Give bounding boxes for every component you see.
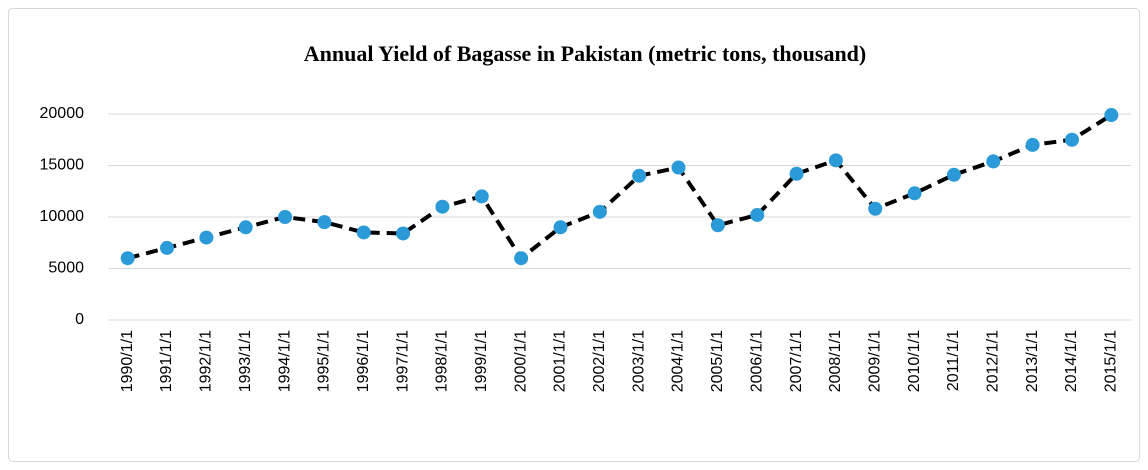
data-point xyxy=(632,168,647,183)
x-tick-label: 1990/1/1 xyxy=(119,330,136,392)
data-point xyxy=(907,186,922,201)
x-tick-label: 1991/1/1 xyxy=(158,330,175,392)
data-point xyxy=(396,226,411,241)
data-point xyxy=(278,210,293,224)
x-tick-label: 2002/1/1 xyxy=(591,330,608,392)
data-point xyxy=(238,220,253,235)
x-tick-label: 2014/1/1 xyxy=(1063,330,1080,392)
x-tick-label: 2010/1/1 xyxy=(906,330,923,392)
x-tick-label: 1997/1/1 xyxy=(394,330,411,392)
data-point xyxy=(986,154,1001,169)
data-point xyxy=(120,251,135,266)
chart-border xyxy=(8,8,1140,462)
x-tick-label: 2005/1/1 xyxy=(709,330,726,392)
y-tick-label: 15000 xyxy=(40,157,85,174)
data-point xyxy=(199,230,214,245)
data-point xyxy=(435,199,450,214)
y-tick-label: 5000 xyxy=(48,260,84,277)
data-point xyxy=(750,207,765,222)
x-tick-label: 2012/1/1 xyxy=(985,330,1002,392)
x-tick-label: 2015/1/1 xyxy=(1103,330,1120,392)
data-point xyxy=(828,153,843,168)
data-point xyxy=(592,204,607,219)
x-tick-label: 1994/1/1 xyxy=(276,330,293,392)
x-tick-label: 2006/1/1 xyxy=(748,330,765,392)
x-tick-label: 2000/1/1 xyxy=(512,330,529,392)
data-point xyxy=(1104,108,1119,123)
data-point xyxy=(671,160,686,175)
x-tick-label: 1996/1/1 xyxy=(355,330,372,392)
data-point xyxy=(868,201,883,216)
x-tick-label: 1992/1/1 xyxy=(198,330,215,392)
data-point xyxy=(553,220,568,235)
x-tick-label: 2007/1/1 xyxy=(788,330,805,392)
data-point xyxy=(710,218,725,233)
x-tick-label: 2001/1/1 xyxy=(552,330,569,392)
x-tick-label: 2004/1/1 xyxy=(670,330,687,392)
data-point xyxy=(356,225,371,240)
y-tick-label: 10000 xyxy=(40,208,85,225)
data-point xyxy=(1025,137,1040,152)
data-point xyxy=(514,251,529,266)
y-tick-label: 0 xyxy=(75,311,84,328)
x-tick-label: 1995/1/1 xyxy=(316,330,333,392)
y-tick-label: 20000 xyxy=(40,105,85,122)
x-tick-label: 2009/1/1 xyxy=(866,330,883,392)
data-point xyxy=(789,166,804,181)
data-point xyxy=(160,240,175,255)
x-tick-label: 1999/1/1 xyxy=(473,330,490,392)
data-point xyxy=(474,189,489,204)
x-tick-label: 1993/1/1 xyxy=(237,330,254,392)
x-tick-label: 2003/1/1 xyxy=(630,330,647,392)
x-tick-label: 2008/1/1 xyxy=(827,330,844,392)
data-point xyxy=(317,215,332,230)
data-point xyxy=(946,167,961,182)
x-tick-label: 2013/1/1 xyxy=(1024,330,1041,392)
chart-title: Annual Yield of Bagasse in Pakistan (met… xyxy=(304,41,867,66)
x-tick-label: 1998/1/1 xyxy=(434,330,451,392)
data-line xyxy=(127,113,1113,261)
data-point xyxy=(1064,132,1079,147)
x-tick-label: 2011/1/1 xyxy=(945,330,962,391)
